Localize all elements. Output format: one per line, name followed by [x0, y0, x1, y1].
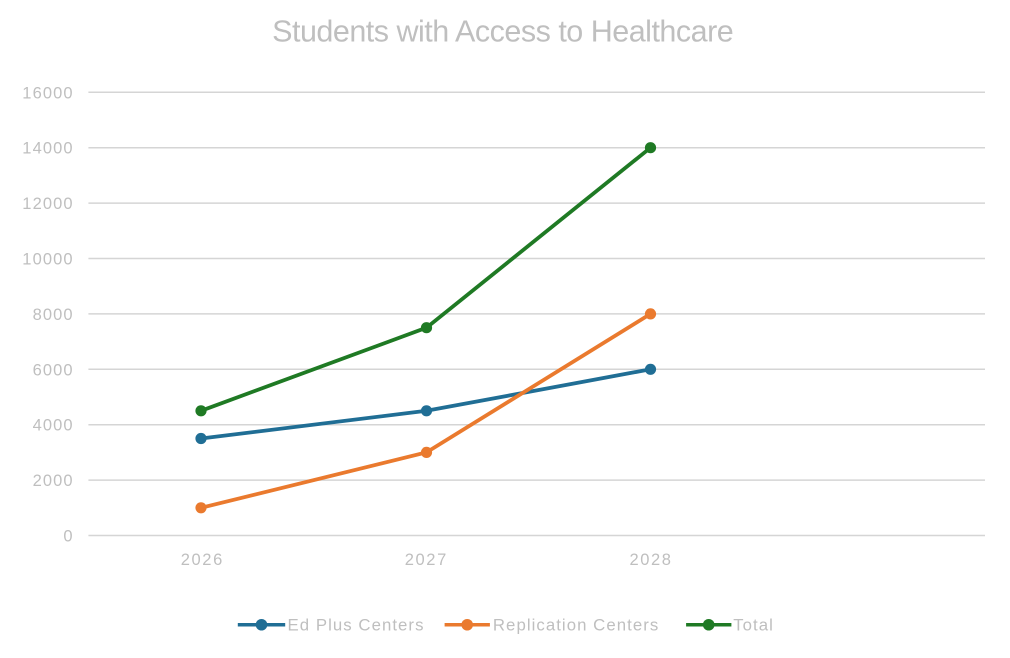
svg-text:16000: 16000	[22, 84, 73, 102]
svg-text:Total: Total	[733, 616, 774, 635]
svg-text:14000: 14000	[22, 140, 73, 158]
svg-text:2027: 2027	[405, 551, 448, 569]
svg-text:4000: 4000	[33, 417, 74, 435]
svg-text:Ed Plus Centers: Ed Plus Centers	[288, 616, 425, 635]
svg-text:8000: 8000	[33, 306, 74, 324]
svg-text:0: 0	[63, 528, 73, 546]
svg-text:2026: 2026	[181, 551, 224, 569]
svg-text:Students with Access to Health: Students with Access to Healthcare	[272, 15, 733, 49]
svg-text:2028: 2028	[629, 551, 672, 569]
svg-text:12000: 12000	[22, 195, 73, 213]
svg-text:6000: 6000	[33, 361, 74, 379]
svg-text:10000: 10000	[22, 251, 73, 269]
svg-text:2000: 2000	[33, 472, 74, 490]
svg-text:Replication Centers: Replication Centers	[493, 616, 659, 635]
